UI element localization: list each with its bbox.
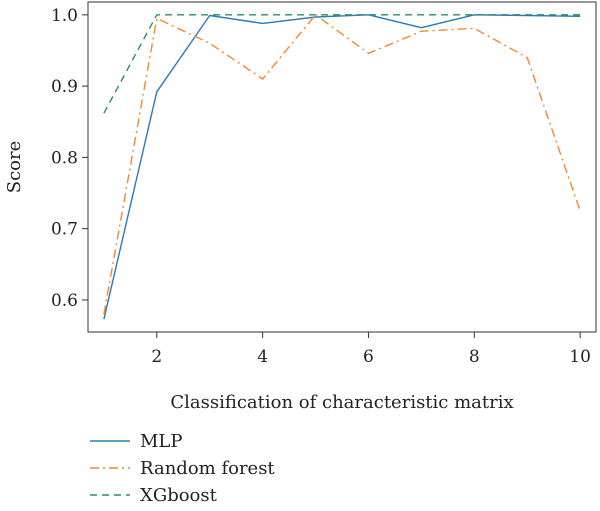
x-axis-title: Classification of characteristic matrix (170, 392, 513, 413)
x-axis: 2 4 6 8 10 (151, 332, 591, 367)
legend-label-random-forest: Random forest (140, 458, 275, 479)
y-axis-title: Score (4, 141, 25, 194)
y-tick-label: 0.7 (51, 220, 78, 240)
x-tick-label: 10 (569, 347, 591, 367)
legend: MLP Random forest XGboost (90, 431, 275, 506)
x-tick-label: 4 (257, 347, 268, 367)
series-line-random-forest (103, 14, 581, 315)
y-tick-label: 1.0 (51, 6, 78, 26)
x-tick-label: 2 (151, 347, 162, 367)
series-line-mlp (103, 14, 581, 320)
x-tick-label: 6 (363, 347, 374, 367)
y-axis: 0.6 0.7 0.8 0.9 1.0 (51, 6, 88, 311)
plot-frame (87, 1, 597, 333)
legend-label-xgboost: XGboost (140, 485, 218, 506)
y-tick-label: 0.9 (51, 77, 78, 97)
x-tick-label: 8 (469, 347, 480, 367)
legend-label-mlp: MLP (140, 431, 183, 452)
series-line-xgboost (103, 14, 581, 114)
series-lines (103, 14, 581, 320)
y-tick-label: 0.6 (51, 291, 78, 311)
y-tick-label: 0.8 (51, 148, 78, 168)
